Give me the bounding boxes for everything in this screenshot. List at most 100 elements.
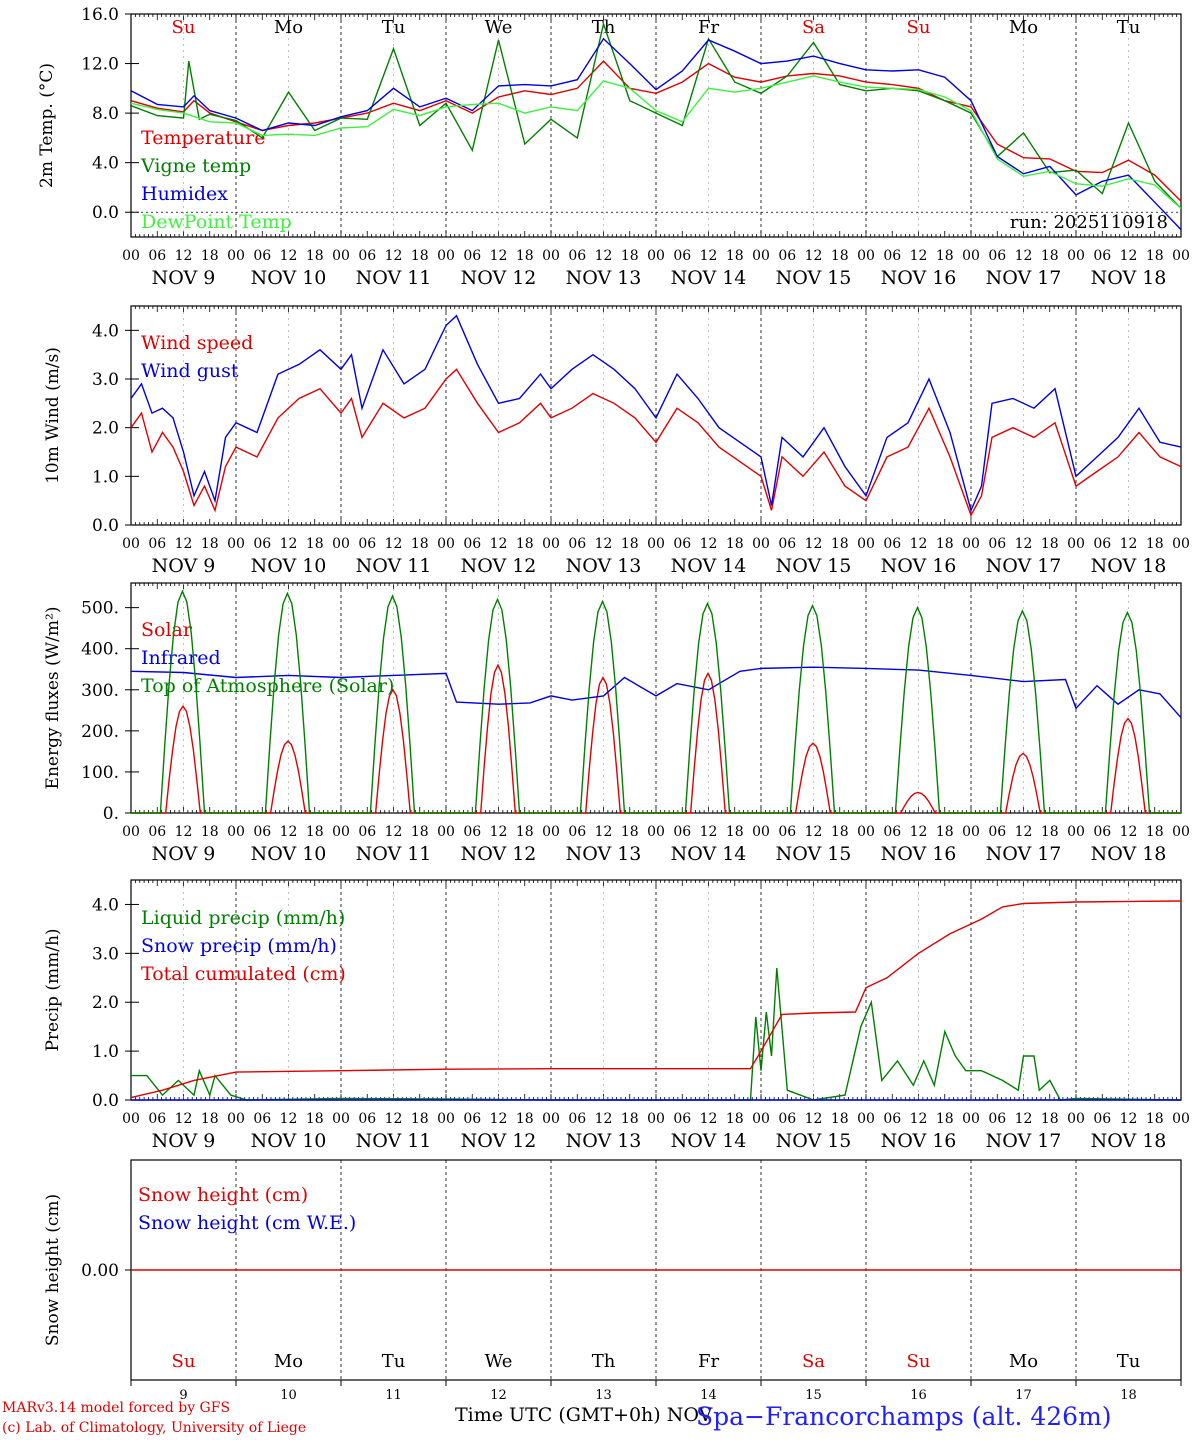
hour-tick-label: 00 bbox=[1067, 1111, 1085, 1127]
hour-tick-label: 18 bbox=[831, 1111, 849, 1127]
hour-tick-label: 00 bbox=[647, 1111, 665, 1127]
hour-tick-label: 18 bbox=[621, 248, 639, 264]
hour-tick-label: 18 bbox=[201, 536, 219, 552]
weekday-label: Su bbox=[907, 17, 931, 38]
run-annotation: run: 2025110918 bbox=[1010, 212, 1168, 233]
hour-tick-label: 12 bbox=[490, 248, 508, 264]
hour-tick-label: 12 bbox=[700, 248, 718, 264]
hour-tick-label: 12 bbox=[490, 536, 508, 552]
hour-tick-label: 00 bbox=[542, 1111, 560, 1127]
day-label: NOV 16 bbox=[881, 843, 957, 865]
hour-tick-label: 00 bbox=[1172, 824, 1190, 840]
hour-tick-label: 12 bbox=[175, 824, 193, 840]
hour-tick-label: 18 bbox=[936, 536, 954, 552]
day-label: NOV 13 bbox=[566, 1130, 642, 1152]
hour-tick-label: 18 bbox=[411, 536, 429, 552]
hour-tick-label: 18 bbox=[516, 536, 534, 552]
day-label: NOV 17 bbox=[986, 267, 1062, 289]
hour-tick-label: 00 bbox=[332, 1111, 350, 1127]
legend-humidex: Humidex bbox=[141, 183, 228, 205]
hour-tick-label: 18 bbox=[306, 248, 324, 264]
hour-tick-label: 06 bbox=[673, 248, 691, 264]
hour-tick-label: 18 bbox=[306, 536, 324, 552]
day-label: NOV 13 bbox=[566, 267, 642, 289]
hour-tick-label: 18 bbox=[411, 824, 429, 840]
day-label: NOV 11 bbox=[356, 555, 432, 577]
model-credit: MARv3.14 model forced by GFS bbox=[2, 1400, 231, 1416]
day-label: NOV 15 bbox=[776, 555, 852, 577]
hour-tick-label: 06 bbox=[883, 824, 901, 840]
hour-tick-label: 12 bbox=[385, 824, 403, 840]
day-label: NOV 15 bbox=[776, 267, 852, 289]
hour-tick-label: 06 bbox=[148, 1111, 166, 1127]
weekday-label: Su bbox=[172, 17, 196, 38]
day-label: NOV 9 bbox=[152, 1130, 216, 1152]
hour-tick-label: 00 bbox=[962, 824, 980, 840]
hour-tick-label: 12 bbox=[490, 824, 508, 840]
hour-tick-label: 12 bbox=[280, 536, 298, 552]
y-axis-label: Precip (mm/h) bbox=[43, 928, 63, 1051]
y-tick-label: 0.0 bbox=[92, 1091, 119, 1111]
day-label: NOV 16 bbox=[881, 1130, 957, 1152]
weekday-label: Fr bbox=[698, 17, 719, 38]
day-label: NOV 9 bbox=[152, 843, 216, 865]
hour-tick-label: 00 bbox=[437, 824, 455, 840]
hour-tick-label: 06 bbox=[988, 248, 1006, 264]
hour-tick-label: 12 bbox=[805, 1111, 823, 1127]
y-tick-label: 0.0 bbox=[92, 203, 119, 223]
hour-tick-label: 12 bbox=[175, 1111, 193, 1127]
hour-tick-label: 12 bbox=[385, 248, 403, 264]
hour-tick-label: 12 bbox=[595, 1111, 613, 1127]
hour-tick-label: 18 bbox=[1041, 1111, 1059, 1127]
hour-tick-label: 18 bbox=[516, 248, 534, 264]
weekday-label: Fr bbox=[698, 1351, 719, 1372]
day-label: NOV 18 bbox=[1091, 1130, 1167, 1152]
hour-tick-label: 00 bbox=[227, 536, 245, 552]
day-number-label: 15 bbox=[805, 1388, 822, 1400]
hour-tick-label: 12 bbox=[910, 1111, 928, 1127]
hour-tick-label: 06 bbox=[568, 1111, 586, 1127]
hour-tick-label: 00 bbox=[122, 1111, 140, 1127]
y-tick-label: 12.0 bbox=[81, 55, 119, 75]
hour-tick-label: 06 bbox=[148, 536, 166, 552]
day-label: NOV 11 bbox=[356, 1130, 432, 1152]
weekday-label: Su bbox=[172, 1351, 196, 1372]
meteogram: 0.0 4.0 8.0 12.0 16.0 2m Temp. (°C) Su Mo Tu We Th… bbox=[37, 5, 1190, 1400]
hour-tick-label: 18 bbox=[516, 1111, 534, 1127]
hour-tick-label: 06 bbox=[463, 536, 481, 552]
day-number-label: 13 bbox=[595, 1388, 612, 1400]
legend-infrared: Infrared bbox=[141, 647, 221, 669]
hour-tick-label: 12 bbox=[700, 536, 718, 552]
hour-tick-label: 06 bbox=[883, 248, 901, 264]
hour-tick-label: 18 bbox=[1041, 248, 1059, 264]
weekday-label: Mo bbox=[1009, 1351, 1038, 1372]
day-label: NOV 16 bbox=[881, 267, 957, 289]
day-label: NOV 10 bbox=[251, 267, 327, 289]
y-tick-label: 400. bbox=[81, 640, 119, 660]
weekday-label: Tu bbox=[1117, 17, 1141, 38]
hour-tick-label: 12 bbox=[1120, 1111, 1138, 1127]
hour-tick-label: 12 bbox=[1015, 1111, 1033, 1127]
lab-credit: (c) Lab. of Climatology, University of L… bbox=[2, 1420, 307, 1436]
hour-tick-label: 06 bbox=[1093, 1111, 1111, 1127]
hour-tick-label: 12 bbox=[1015, 824, 1033, 840]
hour-tick-label: 06 bbox=[1093, 824, 1111, 840]
hour-tick-label: 00 bbox=[122, 536, 140, 552]
hour-tick-label: 18 bbox=[621, 536, 639, 552]
y-tick-label: 2.0 bbox=[92, 419, 119, 439]
hour-tick-label: 12 bbox=[1015, 248, 1033, 264]
hour-tick-label: 12 bbox=[175, 248, 193, 264]
hour-tick-label: 12 bbox=[805, 248, 823, 264]
hour-tick-label: 12 bbox=[1015, 536, 1033, 552]
hour-tick-label: 00 bbox=[122, 824, 140, 840]
series-line-temperature bbox=[130, 60, 1182, 202]
hour-tick-label: 18 bbox=[1146, 248, 1164, 264]
hour-tick-label: 12 bbox=[1120, 248, 1138, 264]
hour-tick-label: 00 bbox=[857, 248, 875, 264]
legend-temperature: Temperature bbox=[141, 127, 265, 149]
hour-tick-label: 06 bbox=[253, 248, 271, 264]
hour-tick-label: 12 bbox=[280, 1111, 298, 1127]
legend-snow-height-cm-w-e-: Snow height (cm W.E.) bbox=[138, 1212, 356, 1234]
day-number-label: 16 bbox=[910, 1388, 927, 1400]
weekday-label: Th bbox=[592, 17, 616, 38]
